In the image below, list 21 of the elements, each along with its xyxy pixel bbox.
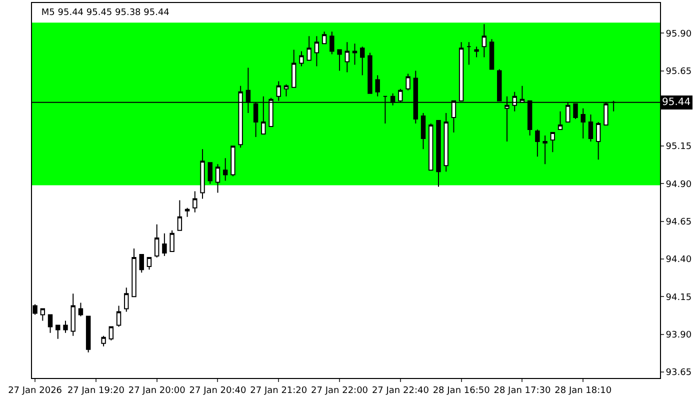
y-tick-label: 94.90 [666,180,692,190]
y-tick-label: 94.40 [666,255,692,266]
y-tick-label: 95.65 [666,66,692,77]
y-tick-label: 94.15 [666,292,692,303]
x-tick-label: 28 Jan 18:10 [554,386,612,396]
x-tick-label: 28 Jan 17:30 [494,386,551,396]
text: M5 95.44 95.45 95.38 95.44 [41,8,170,18]
x-tick-label: 28 Jan 16:50 [432,386,490,396]
x-tick-label: 27 Jan 20:40 [189,386,247,396]
x-tick-label: 27 Jan 22:40 [372,386,430,396]
y-tick-label: 95.15 [666,142,692,152]
y-tick-label: 93.90 [666,330,692,340]
x-tick-label: 27 Jan 21:20 [250,386,308,396]
x-tick-label: 27 Jan 2026 [8,386,62,396]
ref-line-label: 95.44 [662,97,691,108]
x-tick-label: 27 Jan 22:00 [311,386,368,396]
x-tick-label: 27 Jan 20:00 [128,386,186,396]
y-tick-label: 93.65 [666,368,692,378]
y-tick-label: 95.90 [666,29,692,40]
x-tick-label: 27 Jan 19:20 [67,386,125,396]
y-tick-label: 94.65 [666,218,692,228]
